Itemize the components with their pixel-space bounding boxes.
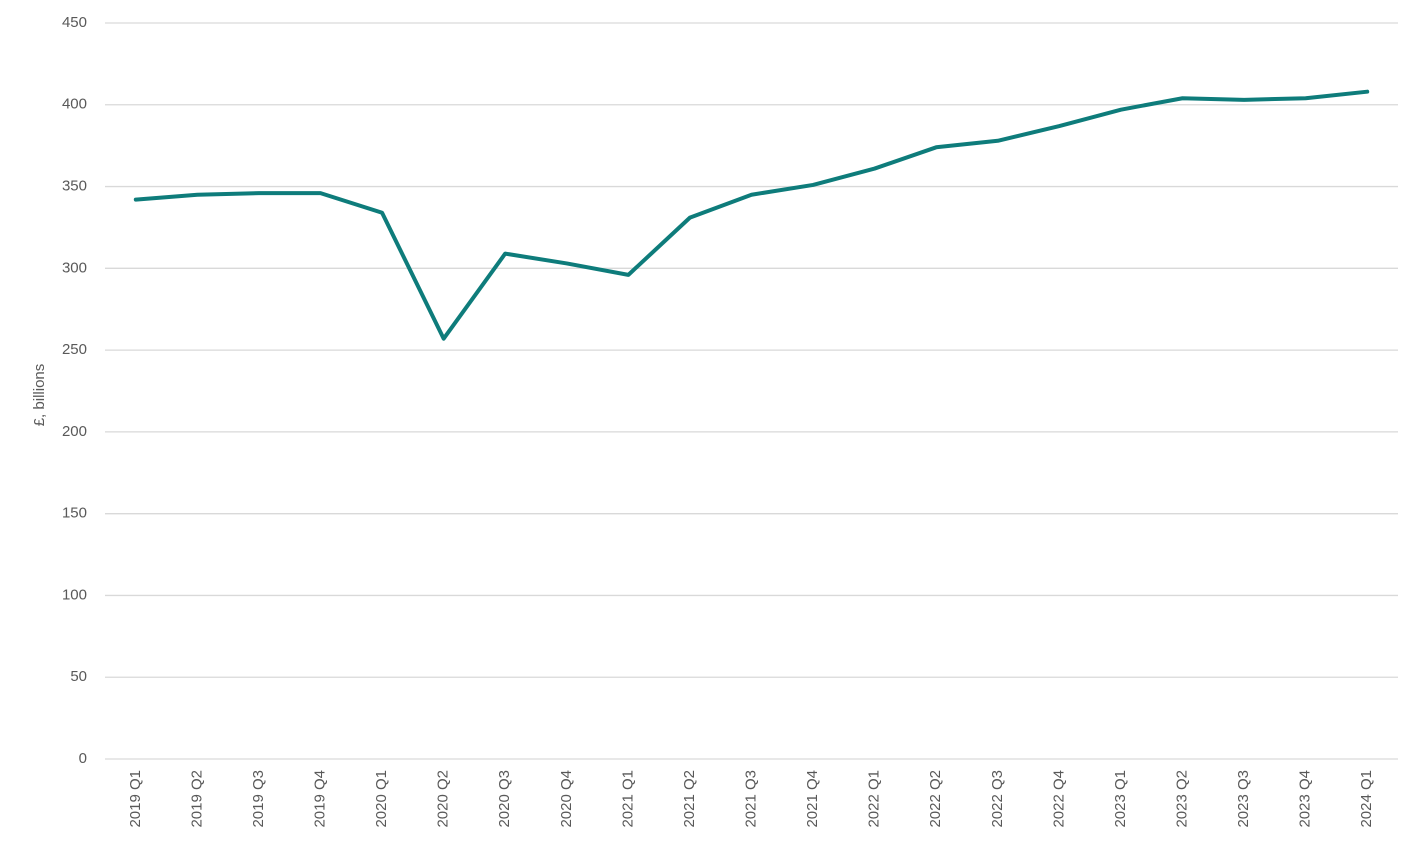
y-tick-label: 450 — [62, 14, 87, 31]
y-tick-label: 150 — [62, 505, 87, 522]
data-line — [133, 89, 1370, 341]
x-tick-label: 2020 Q4 — [558, 770, 575, 828]
x-tick-label: 2023 Q4 — [1297, 770, 1314, 828]
y-tick-label: 350 — [62, 178, 87, 195]
x-tick-label: 2020 Q2 — [435, 770, 452, 828]
x-tick-label: 2019 Q4 — [311, 770, 328, 828]
x-tick-label: 2022 Q2 — [927, 770, 944, 828]
y-tick-label: 250 — [62, 341, 87, 358]
y-tick-label: 200 — [62, 423, 87, 440]
y-axis-label: £, billions — [31, 364, 48, 427]
x-tick-label: 2019 Q3 — [250, 770, 267, 828]
x-tick-label: 2021 Q1 — [619, 770, 636, 828]
x-tick-label: 2022 Q1 — [866, 770, 883, 828]
x-tick-label: 2020 Q3 — [496, 770, 513, 828]
x-tick-label: 2024 Q1 — [1358, 770, 1375, 828]
y-tick-label: 50 — [70, 668, 87, 685]
y-tick-label: 300 — [62, 259, 87, 276]
y-tick-label: 100 — [62, 586, 87, 603]
x-tick-label: 2021 Q4 — [804, 770, 821, 828]
x-tick-label: 2023 Q3 — [1235, 770, 1252, 828]
x-tick-label: 2019 Q2 — [188, 770, 205, 828]
x-tick-label: 2021 Q2 — [681, 770, 698, 828]
y-tick-label: 400 — [62, 96, 87, 113]
x-tick-label: 2023 Q2 — [1173, 770, 1190, 828]
x-tick-label: 2022 Q4 — [1050, 770, 1067, 828]
x-tick-label: 2020 Q1 — [373, 770, 390, 828]
x-tick-label: 2021 Q3 — [742, 770, 759, 828]
y-tick-label: 0 — [79, 750, 87, 767]
x-tick-label: 2022 Q3 — [989, 770, 1006, 828]
x-tick-label: 2019 Q1 — [127, 770, 144, 828]
x-tick-label: 2023 Q1 — [1112, 770, 1129, 828]
